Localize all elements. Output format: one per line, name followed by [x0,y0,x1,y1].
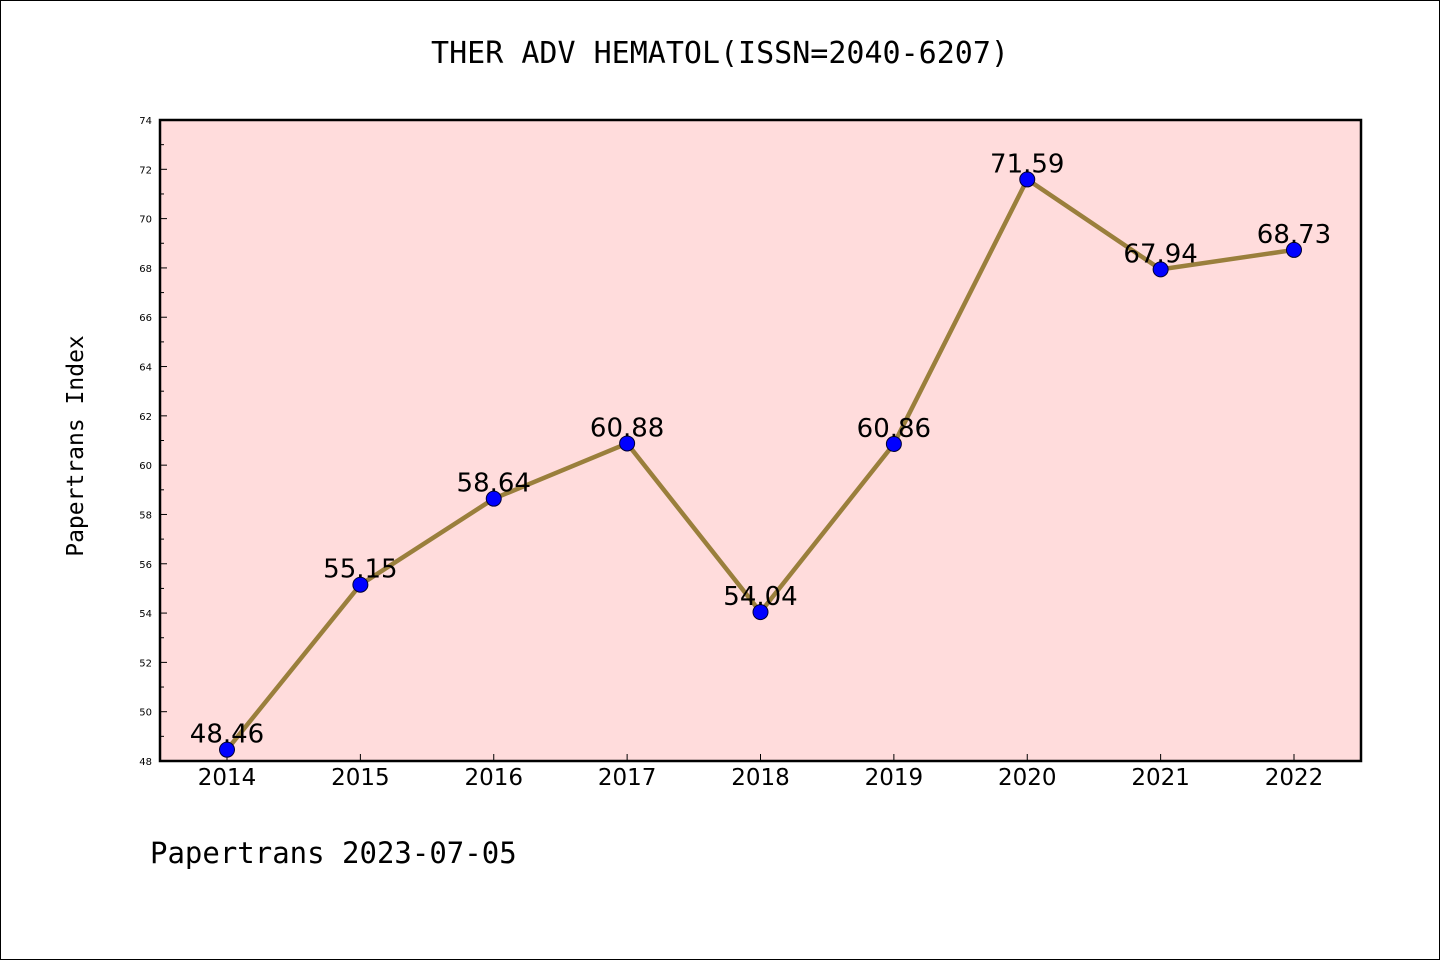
data-label: 55.15 [323,555,397,585]
data-point [1019,171,1036,188]
data-label: 48.46 [190,720,264,750]
x-tick-label: 2018 [731,765,790,791]
x-tick-label: 2017 [598,765,657,791]
footer-credit: Papertrans 2023-07-05 [150,836,517,870]
x-tick-label: 2019 [865,765,924,791]
data-point [752,604,769,621]
data-point [352,576,369,593]
y-tick-label: 66 [139,313,152,324]
y-tick-label: 72 [139,165,152,176]
x-axis: 2014 2015 2016 2017 2018 2019 2020 2021 2022 [198,754,1324,791]
x-tick-label: 2014 [198,765,257,791]
data-label: 60.86 [857,414,931,444]
plot-area [158,118,1363,763]
data-label: 68.73 [1257,220,1331,250]
data-point [1286,241,1302,258]
data-labels: 48.46 55.15 58.64 60.88 54.04 60.86 71.59 67.94… [190,149,1331,749]
x-tick-label: 2020 [998,765,1057,791]
x-tick-label: 2015 [331,765,390,791]
data-point [885,435,902,452]
y-tick-label: 52 [139,658,152,669]
y-tick-label: 68 [139,264,152,275]
y-tick-label: 48 [139,757,152,768]
x-tick-label: 2021 [1131,765,1190,791]
data-label: 60.88 [590,413,664,443]
data-point [219,741,235,758]
chart-title: THER ADV HEMATOL(ISSN=2040-6207) [431,36,1009,71]
data-label: 71.59 [990,149,1064,179]
y-tick-label: 62 [139,412,152,423]
y-tick-label: 54 [139,609,152,620]
y-tick-label: 64 [139,363,152,374]
y-axis: 48 50 52 54 56 58 60 62 64 66 68 70 72 74 [139,116,167,768]
x-tick-label: 2022 [1265,765,1324,791]
data-label: 67.94 [1123,239,1197,269]
y-tick-label: 58 [139,510,152,521]
data-label: 58.64 [457,469,531,499]
y-tick-label: 74 [139,116,152,127]
data-point [485,490,502,507]
y-tick-label: 70 [139,215,152,226]
y-tick-label: 50 [139,708,152,719]
data-label: 54.04 [723,582,797,612]
x-tick-label: 2016 [464,765,523,791]
data-point [619,435,636,452]
data-point [1152,261,1169,278]
y-tick-label: 56 [139,560,152,571]
data-markers [219,171,1302,758]
y-tick-label: 60 [139,461,152,472]
